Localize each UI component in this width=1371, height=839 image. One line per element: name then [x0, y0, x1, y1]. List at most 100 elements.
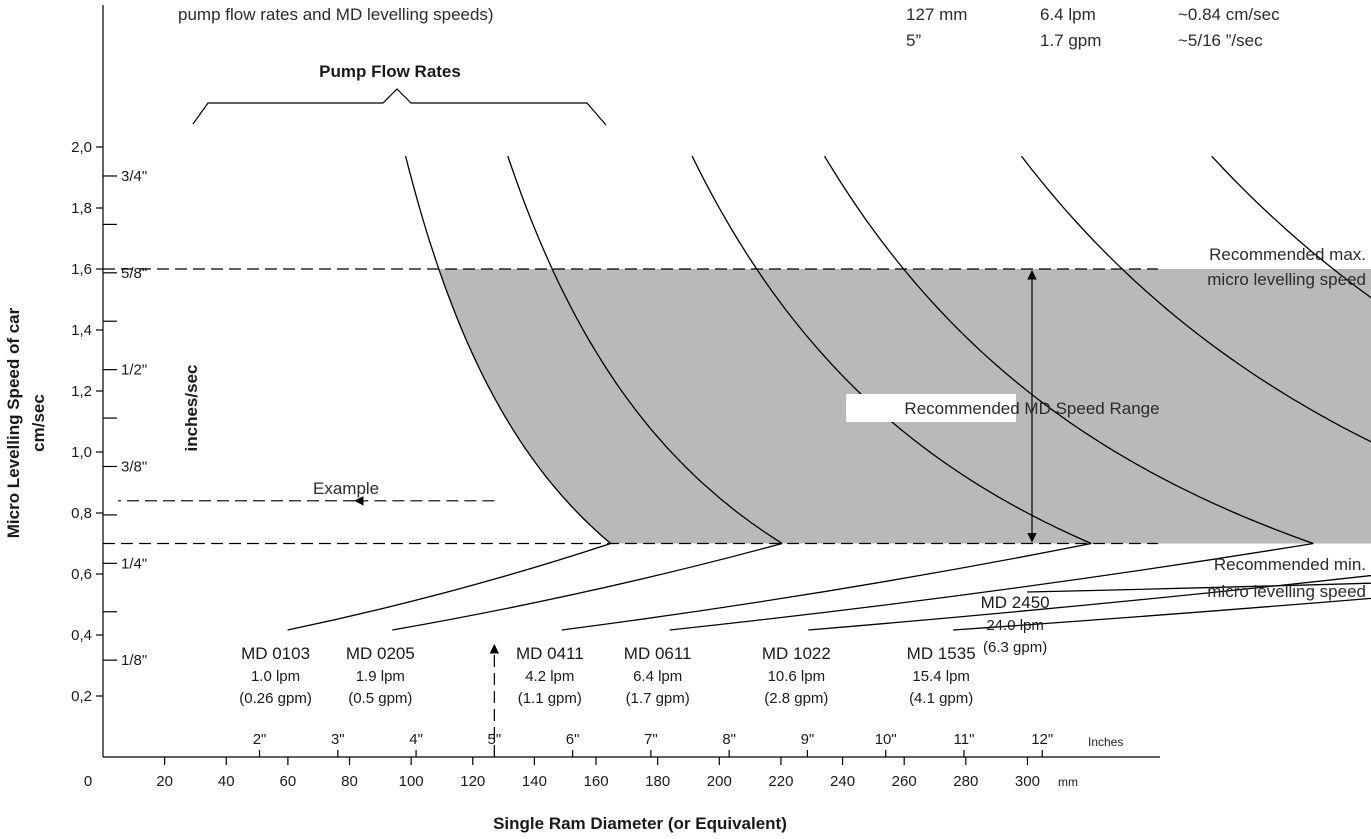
top-note-cell: ~0.84 cm/sec — [1178, 5, 1280, 24]
y-tick-label: 1,2 — [71, 383, 92, 400]
y-inch-tick-label: 1/8" — [121, 652, 147, 669]
top-note-cell: 6.4 lpm — [1040, 5, 1096, 24]
x-tick-label: 20 — [156, 773, 173, 790]
y-tick-label: 0,6 — [71, 566, 92, 583]
y-tick-label: 1,4 — [71, 322, 92, 339]
y-inch-tick-label: 5/8" — [121, 265, 147, 282]
x-tick-label: 140 — [522, 773, 547, 790]
series-label-gpm: (1.1 gpm) — [518, 690, 582, 707]
y-inch-tick-label: 1/2" — [121, 362, 147, 379]
x-inch-tick-label: 9" — [801, 731, 815, 748]
series-label-gpm: (6.3 gpm) — [983, 639, 1047, 656]
series-label-gpm: (4.1 gpm) — [909, 690, 973, 707]
y-tick-label: 2,0 — [71, 139, 92, 156]
y-inch-tick-label: 3/8" — [121, 458, 147, 475]
series-label-gpm: (0.5 gpm) — [348, 690, 412, 707]
series-label-lpm: 4.2 lpm — [525, 668, 574, 685]
x-tick-label: 240 — [830, 773, 855, 790]
series-label-name: MD 1022 — [762, 644, 831, 663]
x-inch-tick-label: 6" — [566, 731, 580, 748]
y-tick-label: 0,2 — [71, 688, 92, 705]
example-label: Example — [313, 479, 379, 498]
recommended-min-label-line1: Recommended min. — [1214, 555, 1366, 574]
md-curve — [404, 156, 612, 544]
x-axis-title: Single Ram Diameter (or Equivalent) — [493, 814, 787, 833]
x-tick-label: 80 — [341, 773, 358, 790]
x-tick-label: 0 — [84, 773, 92, 790]
series-label-lpm: 1.9 lpm — [356, 668, 405, 685]
pump-flow-bracket — [192, 88, 607, 126]
x-inch-tick-label: 12" — [1031, 731, 1053, 748]
x-tick-label: 180 — [645, 773, 670, 790]
series-label-name: MD 2450 — [981, 593, 1050, 612]
series-label-name: MD 1535 — [907, 644, 976, 663]
y-axis-title-line1: Micro Levelling Speed of car — [4, 307, 23, 538]
x-tick-label: 200 — [707, 773, 732, 790]
series-label-name: MD 0411 — [516, 644, 584, 663]
x-inch-tick-label: 3" — [331, 731, 345, 748]
top-note-cell: ~5/16 ”/sec — [1178, 31, 1263, 50]
x-tick-label: 280 — [953, 773, 978, 790]
md-curve — [507, 155, 783, 545]
x-tick-label: 60 — [280, 773, 297, 790]
series-label-lpm: 15.4 lpm — [912, 668, 970, 685]
y-inch-tick-label: 3/4" — [121, 168, 147, 185]
range-label: Recommended MD Speed Range — [904, 399, 1159, 418]
series-label-name: MD 0103 — [241, 644, 310, 663]
y-tick-label: 1,0 — [71, 444, 92, 461]
series-label-name: MD 0611 — [624, 644, 692, 663]
y-axis-inches-title: inches/sec — [182, 365, 201, 452]
md-curve-tail — [1027, 582, 1371, 593]
x-tick-label: 300 — [1015, 773, 1040, 790]
series-label-gpm: (2.8 gpm) — [764, 690, 828, 707]
series-label-gpm: (0.26 gpm) — [239, 690, 312, 707]
top-note-table: 127 mm 6.4 lpm ~0.84 cm/sec 5” 1.7 gpm ~… — [906, 5, 1280, 50]
md-curve-tail — [953, 597, 1371, 631]
md-curve-tail — [808, 574, 1371, 631]
series-label-lpm: 24.0 lpm — [986, 617, 1044, 634]
y-tick-label: 0,4 — [71, 627, 92, 644]
md-curve — [1020, 155, 1371, 443]
x-inch-tick-label: 2" — [253, 731, 267, 748]
recommended-min-label-line2: micro levelling speed — [1207, 582, 1366, 601]
y-axis-title-line2: cm/sec — [29, 394, 48, 452]
md-curve-tail — [561, 542, 1092, 631]
md-curve-tail — [287, 542, 611, 631]
y-inch-tick-label: 1/4" — [121, 555, 147, 572]
x-inch-tick-label: 7" — [644, 731, 658, 748]
y-tick-label: 0,8 — [71, 505, 92, 522]
top-note-cell: 127 mm — [906, 5, 967, 24]
x-tick-label: 100 — [399, 773, 424, 790]
series-label-lpm: 10.6 lpm — [768, 668, 826, 685]
x-inch-tick-label: 10" — [875, 731, 897, 748]
x-tick-label: 260 — [892, 773, 917, 790]
md-curve — [1211, 155, 1371, 299]
x-unit-mm: mm — [1058, 775, 1078, 789]
y-tick-label: 1,6 — [71, 261, 92, 278]
md-curve — [823, 155, 1314, 545]
recommended-max-label-line1: Recommended max. — [1209, 245, 1366, 264]
y-tick-label: 1,8 — [71, 200, 92, 217]
x-inch-tick-label: 5" — [488, 731, 502, 748]
x-unit-inches: Inches — [1088, 735, 1123, 749]
md-curve-tail — [669, 542, 1314, 631]
top-note-cell: 1.7 gpm — [1040, 31, 1101, 50]
series-label-lpm: 1.0 lpm — [251, 668, 300, 685]
top-note-text: pump flow rates and MD levelling speeds) — [178, 5, 494, 24]
range-label-backdrop — [846, 394, 1016, 422]
x-tick-label: 220 — [768, 773, 793, 790]
x-tick-label: 120 — [460, 773, 485, 790]
series-label-name: MD 0205 — [346, 644, 415, 663]
series-label-lpm: 6.4 lpm — [633, 668, 682, 685]
x-inch-tick-label: 4" — [409, 731, 423, 748]
x-inch-tick-label: 11" — [954, 731, 975, 748]
md-curve-tail — [392, 542, 783, 631]
chart-title: Pump Flow Rates — [319, 62, 461, 81]
x-inch-tick-label: 8" — [722, 731, 736, 748]
top-note-cell: 5” — [906, 31, 921, 50]
series-label-gpm: (1.7 gpm) — [626, 690, 690, 707]
x-tick-label: 40 — [218, 773, 235, 790]
x-tick-label: 160 — [584, 773, 609, 790]
recommended-max-label-line2: micro levelling speed — [1207, 270, 1366, 289]
